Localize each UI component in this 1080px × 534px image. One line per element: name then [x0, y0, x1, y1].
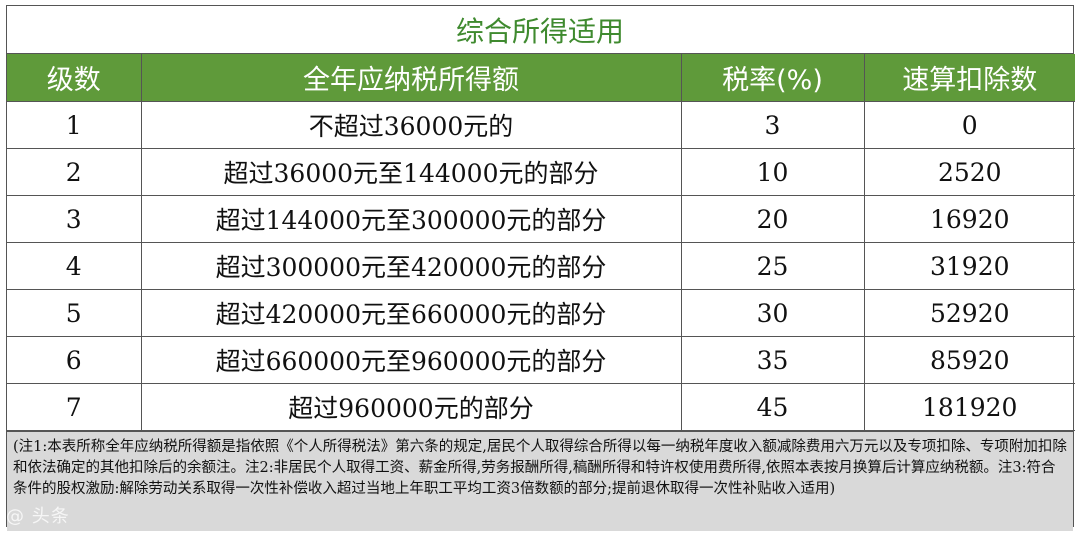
- cell-deduction: 85920: [863, 336, 1075, 384]
- cell-level: 3: [7, 195, 142, 243]
- cell-rate: 35: [680, 336, 865, 384]
- cell-level: 6: [7, 336, 142, 384]
- cell-deduction: 2520: [863, 148, 1075, 196]
- cell-level: 2: [7, 148, 142, 196]
- cell-deduction: 16920: [863, 195, 1075, 243]
- cell-level: 7: [7, 383, 142, 431]
- cell-rate: 20: [680, 195, 865, 243]
- cell-range: 超过420000元至660000元的部分: [140, 289, 682, 337]
- cell-deduction: 52920: [863, 289, 1075, 337]
- header-level: 级数: [7, 54, 142, 102]
- cell-rate: 45: [680, 383, 865, 431]
- table-row: 2 超过36000元至144000元的部分 10 2520: [7, 148, 1075, 196]
- watermark-logo: @ 头条: [6, 506, 70, 527]
- table-row: 5 超过420000元至660000元的部分 30 52920: [7, 289, 1075, 337]
- tax-rate-table-container: 综合所得适用 级数 全年应纳税所得额 税率(%) 速算扣除数 1 不超过3600…: [6, 5, 1075, 531]
- cell-range: 超过660000元至960000元的部分: [140, 336, 682, 384]
- cell-rate: 10: [680, 148, 865, 196]
- cell-deduction: 31920: [863, 242, 1075, 290]
- table-row: 7 超过960000元的部分 45 181920: [7, 383, 1075, 431]
- cell-level: 1: [7, 101, 142, 149]
- cell-range: 超过960000元的部分: [140, 383, 682, 431]
- cell-deduction: 0: [863, 101, 1075, 149]
- cell-level: 5: [7, 289, 142, 337]
- cell-deduction: 181920: [863, 383, 1075, 431]
- table-row: 1 不超过36000元的 3 0: [7, 101, 1075, 149]
- header-tax-rate: 税率(%): [680, 54, 865, 102]
- table-title: 综合所得适用: [7, 6, 1073, 54]
- header-income-range: 全年应纳税所得额: [140, 54, 682, 102]
- table-row: 6 超过660000元至960000元的部分 35 85920: [7, 336, 1075, 384]
- cell-rate: 25: [680, 242, 865, 290]
- cell-rate: 3: [680, 101, 865, 149]
- footnote: (注1:本表所称全年应纳税所得额是指依照《个人所得税法》第六条的规定,居民个人取…: [7, 431, 1073, 531]
- table-row: 3 超过144000元至300000元的部分 20 16920: [7, 195, 1075, 243]
- cell-range: 超过144000元至300000元的部分: [140, 195, 682, 243]
- header-quick-deduction: 速算扣除数: [863, 54, 1075, 102]
- cell-level: 4: [7, 242, 142, 290]
- tax-rate-table: 级数 全年应纳税所得额 税率(%) 速算扣除数 1 不超过36000元的 3 0…: [7, 54, 1075, 431]
- cell-range: 不超过36000元的: [140, 101, 682, 149]
- cell-range: 超过300000元至420000元的部分: [140, 242, 682, 290]
- table-row: 4 超过300000元至420000元的部分 25 31920: [7, 242, 1075, 290]
- cell-range: 超过36000元至144000元的部分: [140, 148, 682, 196]
- cell-rate: 30: [680, 289, 865, 337]
- header-row: 级数 全年应纳税所得额 税率(%) 速算扣除数: [7, 54, 1075, 102]
